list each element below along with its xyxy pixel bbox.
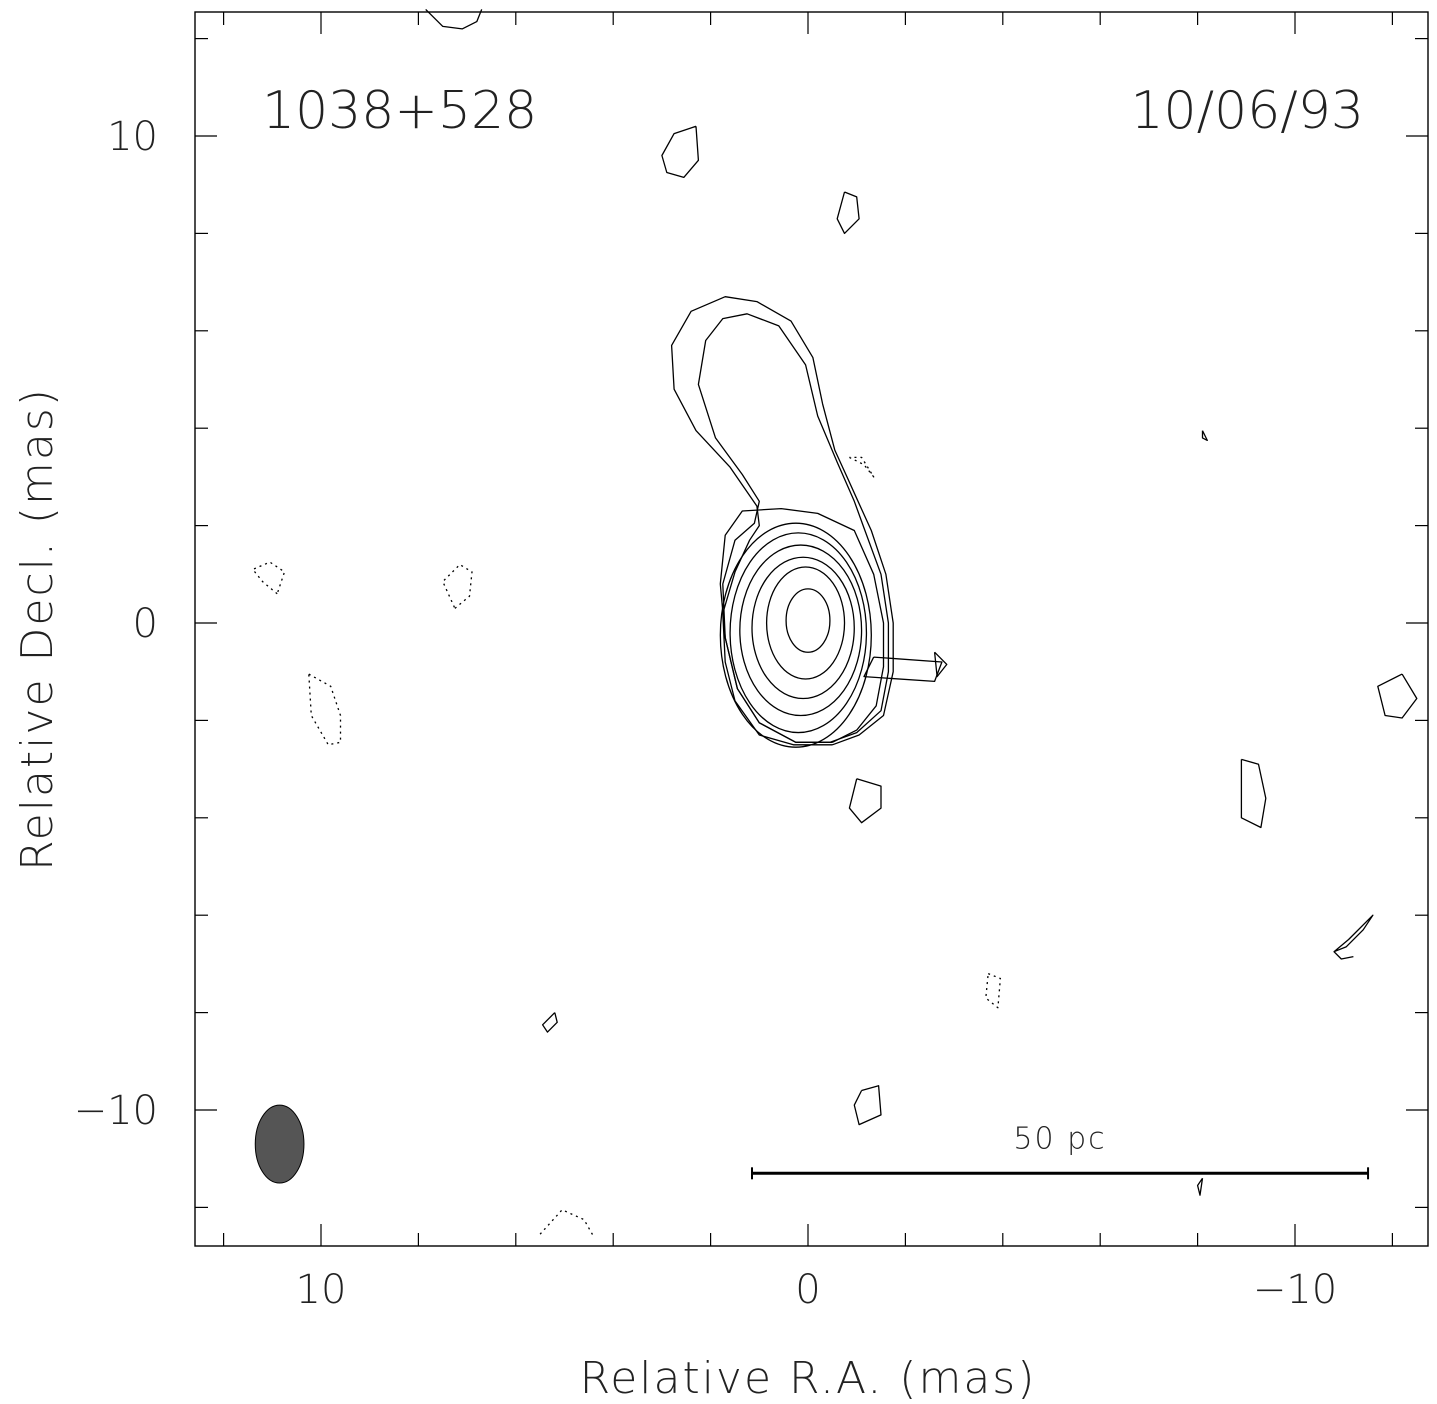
positive-noise-contour [1201, 430, 1208, 442]
plot-frame [194, 11, 1429, 1247]
beam-ellipse [254, 1104, 305, 1184]
negative-noise-contour [442, 563, 473, 609]
negative-noise-contour [985, 972, 1002, 1009]
scale-bar-label: 50 pc [1013, 1121, 1106, 1156]
x-tick-label: 10 [296, 1267, 347, 1313]
jet-contour [670, 296, 894, 746]
positive-noise-contour [863, 656, 943, 683]
y-tick-label: −10 [74, 1088, 158, 1134]
axis-ticks [195, 12, 1428, 1246]
positive-noise-contour [541, 1012, 558, 1033]
x-tick-label: 0 [795, 1267, 820, 1313]
y-axis-label: Relative Decl. (mas) [12, 387, 63, 871]
noise-contours [252, 8, 1418, 1237]
core-contour [785, 588, 831, 653]
contour-levels [670, 296, 894, 748]
positive-noise-contour [1240, 758, 1267, 829]
tick-labels: 10 0 −10 10 0 −10 [74, 114, 1338, 1313]
positive-noise-contour [661, 125, 700, 179]
positive-noise-contour [1333, 914, 1374, 960]
jet-contour [719, 507, 885, 743]
date-label: 10/06/93 [1130, 81, 1364, 141]
negative-noise-contour [849, 456, 875, 478]
core-contour [729, 532, 868, 734]
positive-noise-contour [1377, 673, 1418, 719]
scale-bar: 50 pc [750, 1121, 1370, 1180]
positive-noise-contour [853, 1085, 882, 1126]
positive-noise-contour [1196, 1177, 1204, 1196]
negative-noise-contour [308, 673, 342, 746]
negative-noise-contour [252, 561, 286, 595]
source-label: 1038+528 [262, 81, 537, 141]
positive-noise-contour [848, 778, 882, 824]
y-tick-label: 10 [107, 114, 158, 160]
core-contour [719, 522, 872, 748]
core-contour [765, 566, 846, 680]
positive-noise-contour [933, 651, 948, 678]
negative-noise-contour [539, 1209, 595, 1237]
core-contour [739, 544, 863, 717]
core-contour [751, 556, 855, 700]
x-tick-label: −10 [1253, 1267, 1337, 1313]
jet-contour [697, 313, 890, 743]
x-axis-label: Relative R.A. (mas) [580, 1353, 1037, 1404]
positive-noise-contour [425, 8, 483, 30]
y-tick-label: 0 [133, 601, 158, 647]
positive-noise-contour [836, 191, 860, 235]
